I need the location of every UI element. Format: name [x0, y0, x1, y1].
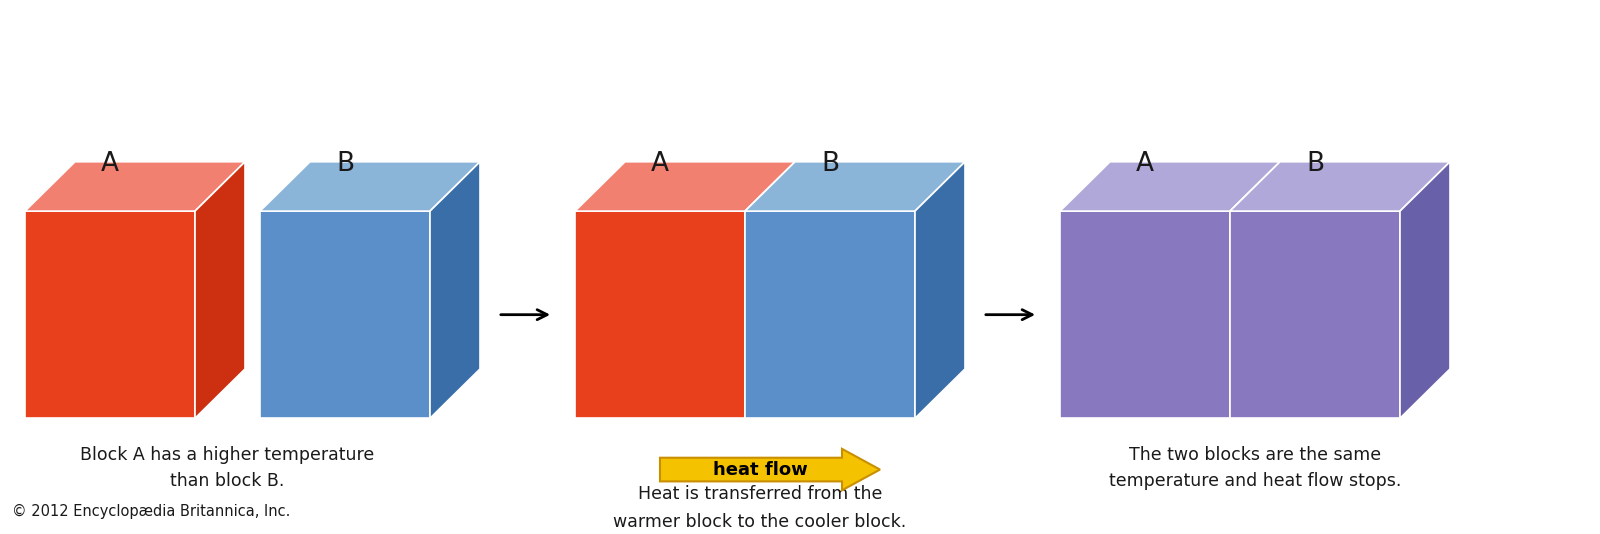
Polygon shape	[259, 211, 430, 418]
Text: temperature and heat flow stops.: temperature and heat flow stops.	[1109, 472, 1402, 490]
Text: B: B	[1306, 151, 1325, 177]
Polygon shape	[1400, 162, 1450, 418]
Polygon shape	[430, 162, 480, 418]
Polygon shape	[1059, 162, 1280, 211]
Text: heat flow: heat flow	[712, 460, 808, 478]
Polygon shape	[195, 162, 245, 418]
Text: warmer block to the cooler block.: warmer block to the cooler block.	[613, 513, 907, 531]
Polygon shape	[746, 162, 795, 418]
Polygon shape	[746, 162, 965, 211]
Text: Block A has a higher temperature: Block A has a higher temperature	[80, 446, 374, 464]
Text: B: B	[821, 151, 838, 177]
Polygon shape	[915, 162, 965, 418]
Polygon shape	[574, 211, 746, 418]
Polygon shape	[1230, 162, 1280, 418]
Text: A: A	[101, 151, 118, 177]
Polygon shape	[26, 211, 195, 418]
Polygon shape	[26, 162, 245, 211]
Polygon shape	[574, 162, 795, 211]
Polygon shape	[1230, 162, 1450, 211]
Polygon shape	[1230, 211, 1400, 418]
Text: than block B.: than block B.	[170, 472, 285, 490]
Polygon shape	[746, 211, 915, 418]
Text: B: B	[336, 151, 354, 177]
Polygon shape	[1059, 211, 1230, 418]
Text: © 2012 Encyclopædia Britannica, Inc.: © 2012 Encyclopædia Britannica, Inc.	[13, 504, 290, 519]
Polygon shape	[661, 449, 880, 490]
Polygon shape	[259, 162, 480, 211]
Text: The two blocks are the same: The two blocks are the same	[1130, 446, 1381, 464]
Text: Heat is transferred from the: Heat is transferred from the	[638, 485, 882, 504]
Text: A: A	[651, 151, 669, 177]
Text: A: A	[1136, 151, 1154, 177]
